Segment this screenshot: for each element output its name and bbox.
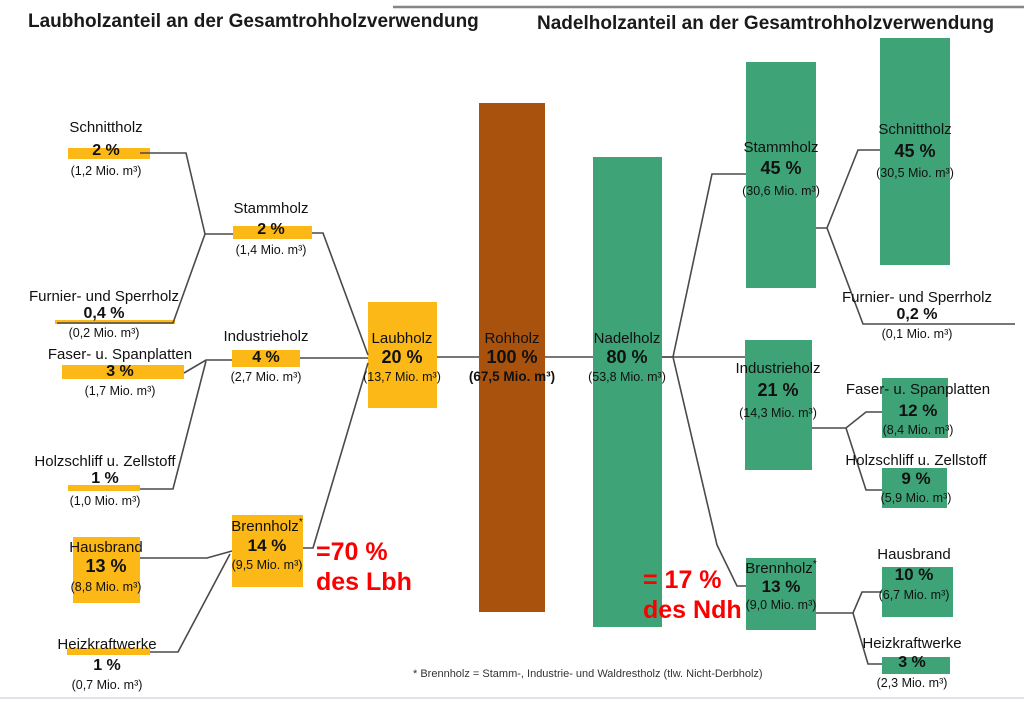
left-hausbrand-volume: (8,8 Mio. m³) — [70, 580, 142, 594]
left-heizkraftwerke-label: Heizkraftwerke — [57, 636, 157, 653]
right-industrieholz-volume: (14,3 Mio. m³) — [739, 406, 817, 420]
right-schnittholz-volume: (30,5 Mio. m³) — [876, 166, 954, 180]
left-heizkraftwerke-percent: 1 % — [93, 657, 121, 674]
left-brennholz-volume: (9,5 Mio. m³) — [231, 558, 303, 572]
left-stammholz-volume: (1,4 Mio. m³) — [235, 243, 307, 257]
right-stammholz-bar — [746, 62, 816, 288]
annotation-laubholz-brennholz: =70 % des Lbh — [316, 537, 412, 597]
right-brennholz-label-text: Brennholz — [745, 560, 813, 577]
nadelholz-label: Nadelholz — [593, 330, 661, 347]
left-faser-spanplatten-percent: 3 % — [106, 363, 134, 380]
rohholz-label: Rohholz — [484, 330, 540, 347]
left-faser-spanplatten-label: Faser- u. Spanplatten — [47, 346, 193, 363]
left-hausbrand-label: Hausbrand — [69, 539, 143, 556]
left-heizkraftwerke-volume: (0,7 Mio. m³) — [71, 678, 143, 692]
right-furnier-sperrholz-volume: (0,1 Mio. m³) — [881, 327, 953, 341]
left-schnittholz-percent: 2 % — [92, 142, 120, 159]
left-brennholz-label: Brennholz* — [207, 517, 327, 536]
laubholz-percent: 20 % — [381, 347, 423, 367]
left-industrieholz-percent: 4 % — [252, 349, 280, 366]
left-holzschliff-zellstoff-percent: 1 % — [91, 470, 119, 487]
left-furnier-sperrholz-volume: (0,2 Mio. m³) — [68, 326, 140, 340]
left-holzschliff-zellstoff-volume: (1,0 Mio. m³) — [69, 494, 141, 508]
right-faser-spanplatten-label: Faser- u. Spanplatten — [845, 381, 991, 398]
right-faser-spanplatten-volume: (8,4 Mio. m³) — [882, 423, 954, 437]
left-holzschliff-zellstoff-bar — [68, 485, 140, 491]
right-heizkraftwerke-label: Heizkraftwerke — [862, 635, 962, 652]
right-holzschliff-zellstoff-percent: 9 % — [901, 469, 931, 488]
left-stammholz-label: Stammholz — [233, 200, 309, 217]
left-hausbrand-bar — [73, 537, 140, 603]
nadelholz-volume: (53,8 Mio. m³) — [588, 370, 666, 384]
right-stammholz-percent: 45 % — [760, 158, 802, 178]
title-left: Laubholzanteil an der Gesamtrohholzverwe… — [28, 11, 479, 32]
right-brennholz-footnote-mark: * — [812, 559, 817, 570]
left-hausbrand-percent: 13 % — [85, 556, 127, 576]
rohholz-bar — [479, 103, 545, 612]
right-faser-spanplatten-bar — [882, 378, 948, 438]
left-industrieholz-volume: (2,7 Mio. m³) — [230, 370, 302, 384]
footnote: * Brennholz = Stamm-, Industrie- und Wal… — [413, 668, 763, 680]
rohholz-percent: 100 % — [486, 347, 538, 367]
laubholz-bar — [368, 302, 437, 408]
title-right: Nadelholzanteil an der Gesamtrohholzverw… — [537, 13, 995, 34]
annotation-left-line1: =70 % — [316, 538, 388, 566]
laubholz-volume: (13,7 Mio. m³) — [363, 370, 441, 384]
rohholz-volume: (67,5 Mio. m³) — [468, 369, 556, 384]
right-industrieholz-bar — [745, 340, 812, 470]
right-stammholz-label: Stammholz — [743, 139, 819, 156]
left-schnittholz-label: Schnittholz — [69, 119, 143, 136]
right-hausbrand-percent: 10 % — [894, 565, 934, 584]
right-brennholz-label: Brennholz* — [721, 559, 841, 578]
left-stammholz-percent: 2 % — [257, 221, 285, 238]
left-furnier-sperrholz-percent: 0,4 % — [83, 305, 125, 322]
right-schnittholz-percent: 45 % — [894, 141, 936, 161]
right-holzschliff-zellstoff-label: Holzschliff u. Zellstoff — [845, 452, 987, 469]
right-stammholz-volume: (30,6 Mio. m³) — [742, 184, 820, 198]
nadelholz-percent: 80 % — [606, 347, 648, 367]
left-schnittholz-bar — [68, 148, 150, 159]
annotation-left-line2: des Lbh — [316, 568, 412, 596]
right-furnier-sperrholz-label: Furnier- und Sperrholz — [841, 289, 993, 306]
right-heizkraftwerke-percent: 3 % — [898, 654, 926, 671]
right-heizkraftwerke-volume: (2,3 Mio. m³) — [876, 676, 948, 690]
left-stammholz-bar — [233, 226, 312, 239]
right-industrieholz-label: Industrieholz — [735, 360, 821, 377]
left-heizkraftwerke-bar — [67, 648, 150, 655]
left-brennholz-percent: 14 % — [247, 536, 287, 555]
right-hausbrand-bar — [882, 567, 953, 617]
laubholz-label: Laubholz — [371, 330, 433, 347]
left-furnier-sperrholz-label: Furnier- und Sperrholz — [28, 288, 180, 305]
left-industrieholz-bar — [232, 350, 300, 367]
right-holzschliff-zellstoff-volume: (5,9 Mio. m³) — [880, 491, 952, 505]
right-hausbrand-label: Hausbrand — [877, 546, 951, 563]
left-schnittholz-volume: (1,2 Mio. m³) — [70, 164, 142, 178]
right-holzschliff-zellstoff-bar — [882, 468, 947, 508]
nadelholz-bar — [593, 157, 662, 627]
right-brennholz-bar — [746, 558, 816, 630]
right-industrieholz-percent: 21 % — [757, 380, 799, 400]
right-faser-spanplatten-percent: 12 % — [898, 401, 938, 420]
left-holzschliff-zellstoff-label: Holzschliff u. Zellstoff — [34, 453, 176, 470]
left-faser-spanplatten-volume: (1,7 Mio. m³) — [84, 384, 156, 398]
left-brennholz-footnote-mark: * — [298, 517, 303, 528]
right-hausbrand-volume: (6,7 Mio. m³) — [878, 588, 950, 602]
left-brennholz-bar — [232, 515, 303, 587]
annotation-nadelholz-brennholz: = 17 % des Ndh — [643, 565, 742, 625]
right-heizkraftwerke-bar — [882, 657, 950, 674]
left-industrieholz-label: Industrieholz — [223, 328, 309, 345]
right-brennholz-volume: (9,0 Mio. m³) — [745, 598, 817, 612]
annotation-right-line1: = 17 % — [643, 566, 722, 594]
right-schnittholz-label: Schnittholz — [878, 121, 952, 138]
annotation-right-line2: des Ndh — [643, 596, 742, 624]
right-schnittholz-bar — [880, 38, 950, 265]
right-furnier-sperrholz-percent: 0,2 % — [896, 306, 938, 323]
left-brennholz-label-text: Brennholz — [231, 518, 299, 535]
right-brennholz-percent: 13 % — [761, 577, 801, 596]
